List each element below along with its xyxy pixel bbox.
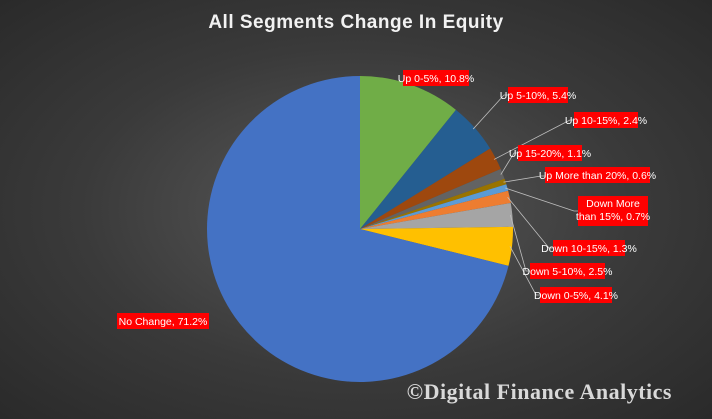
svg-text:Down 5-10%, 2.5%: Down 5-10%, 2.5%	[523, 266, 613, 278]
data-label: Up More than 20%, 0.6%	[539, 167, 656, 183]
data-label: Up 5-10%, 5.4%	[500, 87, 576, 103]
pie-slice-up-15-20-	[360, 168, 505, 229]
data-label: Down 0-5%, 4.1%	[534, 287, 618, 303]
leader-line	[500, 152, 518, 175]
svg-text:Up More than 20%, 0.6%: Up More than 20%, 0.6%	[539, 170, 656, 182]
data-label: Down 10-15%, 1.3%	[541, 240, 637, 256]
pie-slice-no-change	[207, 76, 509, 383]
svg-text:than 15%, 0.7%: than 15%, 0.7%	[576, 211, 650, 223]
leader-line	[505, 187, 578, 212]
data-label: No Change, 71.2%	[117, 313, 209, 329]
svg-text:Up 15-20%, 1.1%: Up 15-20%, 1.1%	[509, 148, 591, 160]
data-label: Down 5-10%, 2.5%	[523, 263, 613, 279]
data-label: Up 15-20%, 1.1%	[509, 145, 591, 161]
data-label: Up 0-5%, 10.8%	[398, 70, 474, 86]
pie-slice-down-0-5-	[360, 226, 513, 266]
pie-slice-up-5-10-	[360, 109, 491, 229]
pie-slice-down-10-15-	[360, 190, 511, 229]
svg-text:Up 0-5%, 10.8%: Up 0-5%, 10.8%	[398, 73, 474, 85]
watermark: ©Digital Finance Analytics	[406, 379, 672, 404]
leader-line	[509, 246, 540, 296]
leader-line	[503, 175, 545, 183]
leader-line	[472, 94, 508, 130]
svg-text:Down 10-15%, 1.3%: Down 10-15%, 1.3%	[541, 243, 637, 255]
leader-line	[509, 214, 530, 272]
pie-slice-up-more-than-20-	[360, 178, 507, 229]
chart-title: All Segments Change In Equity	[208, 12, 504, 33]
svg-text:No Change, 71.2%: No Change, 71.2%	[119, 316, 208, 328]
pie-slice-down-5-10-	[360, 202, 513, 229]
svg-text:Down More: Down More	[586, 198, 640, 210]
leader-line	[507, 196, 553, 249]
pie-slice-up-10-15-	[360, 148, 501, 229]
pie-slice-down-more-than-15-	[360, 184, 509, 229]
svg-text:Up 10-15%, 2.4%: Up 10-15%, 2.4%	[565, 115, 647, 127]
svg-text:Down 0-5%, 4.1%: Down 0-5%, 4.1%	[534, 290, 618, 302]
pie-slice-up-0-5-	[360, 76, 456, 229]
data-label: Up 10-15%, 2.4%	[565, 112, 647, 128]
svg-text:Up 5-10%, 5.4%: Up 5-10%, 5.4%	[500, 90, 576, 102]
